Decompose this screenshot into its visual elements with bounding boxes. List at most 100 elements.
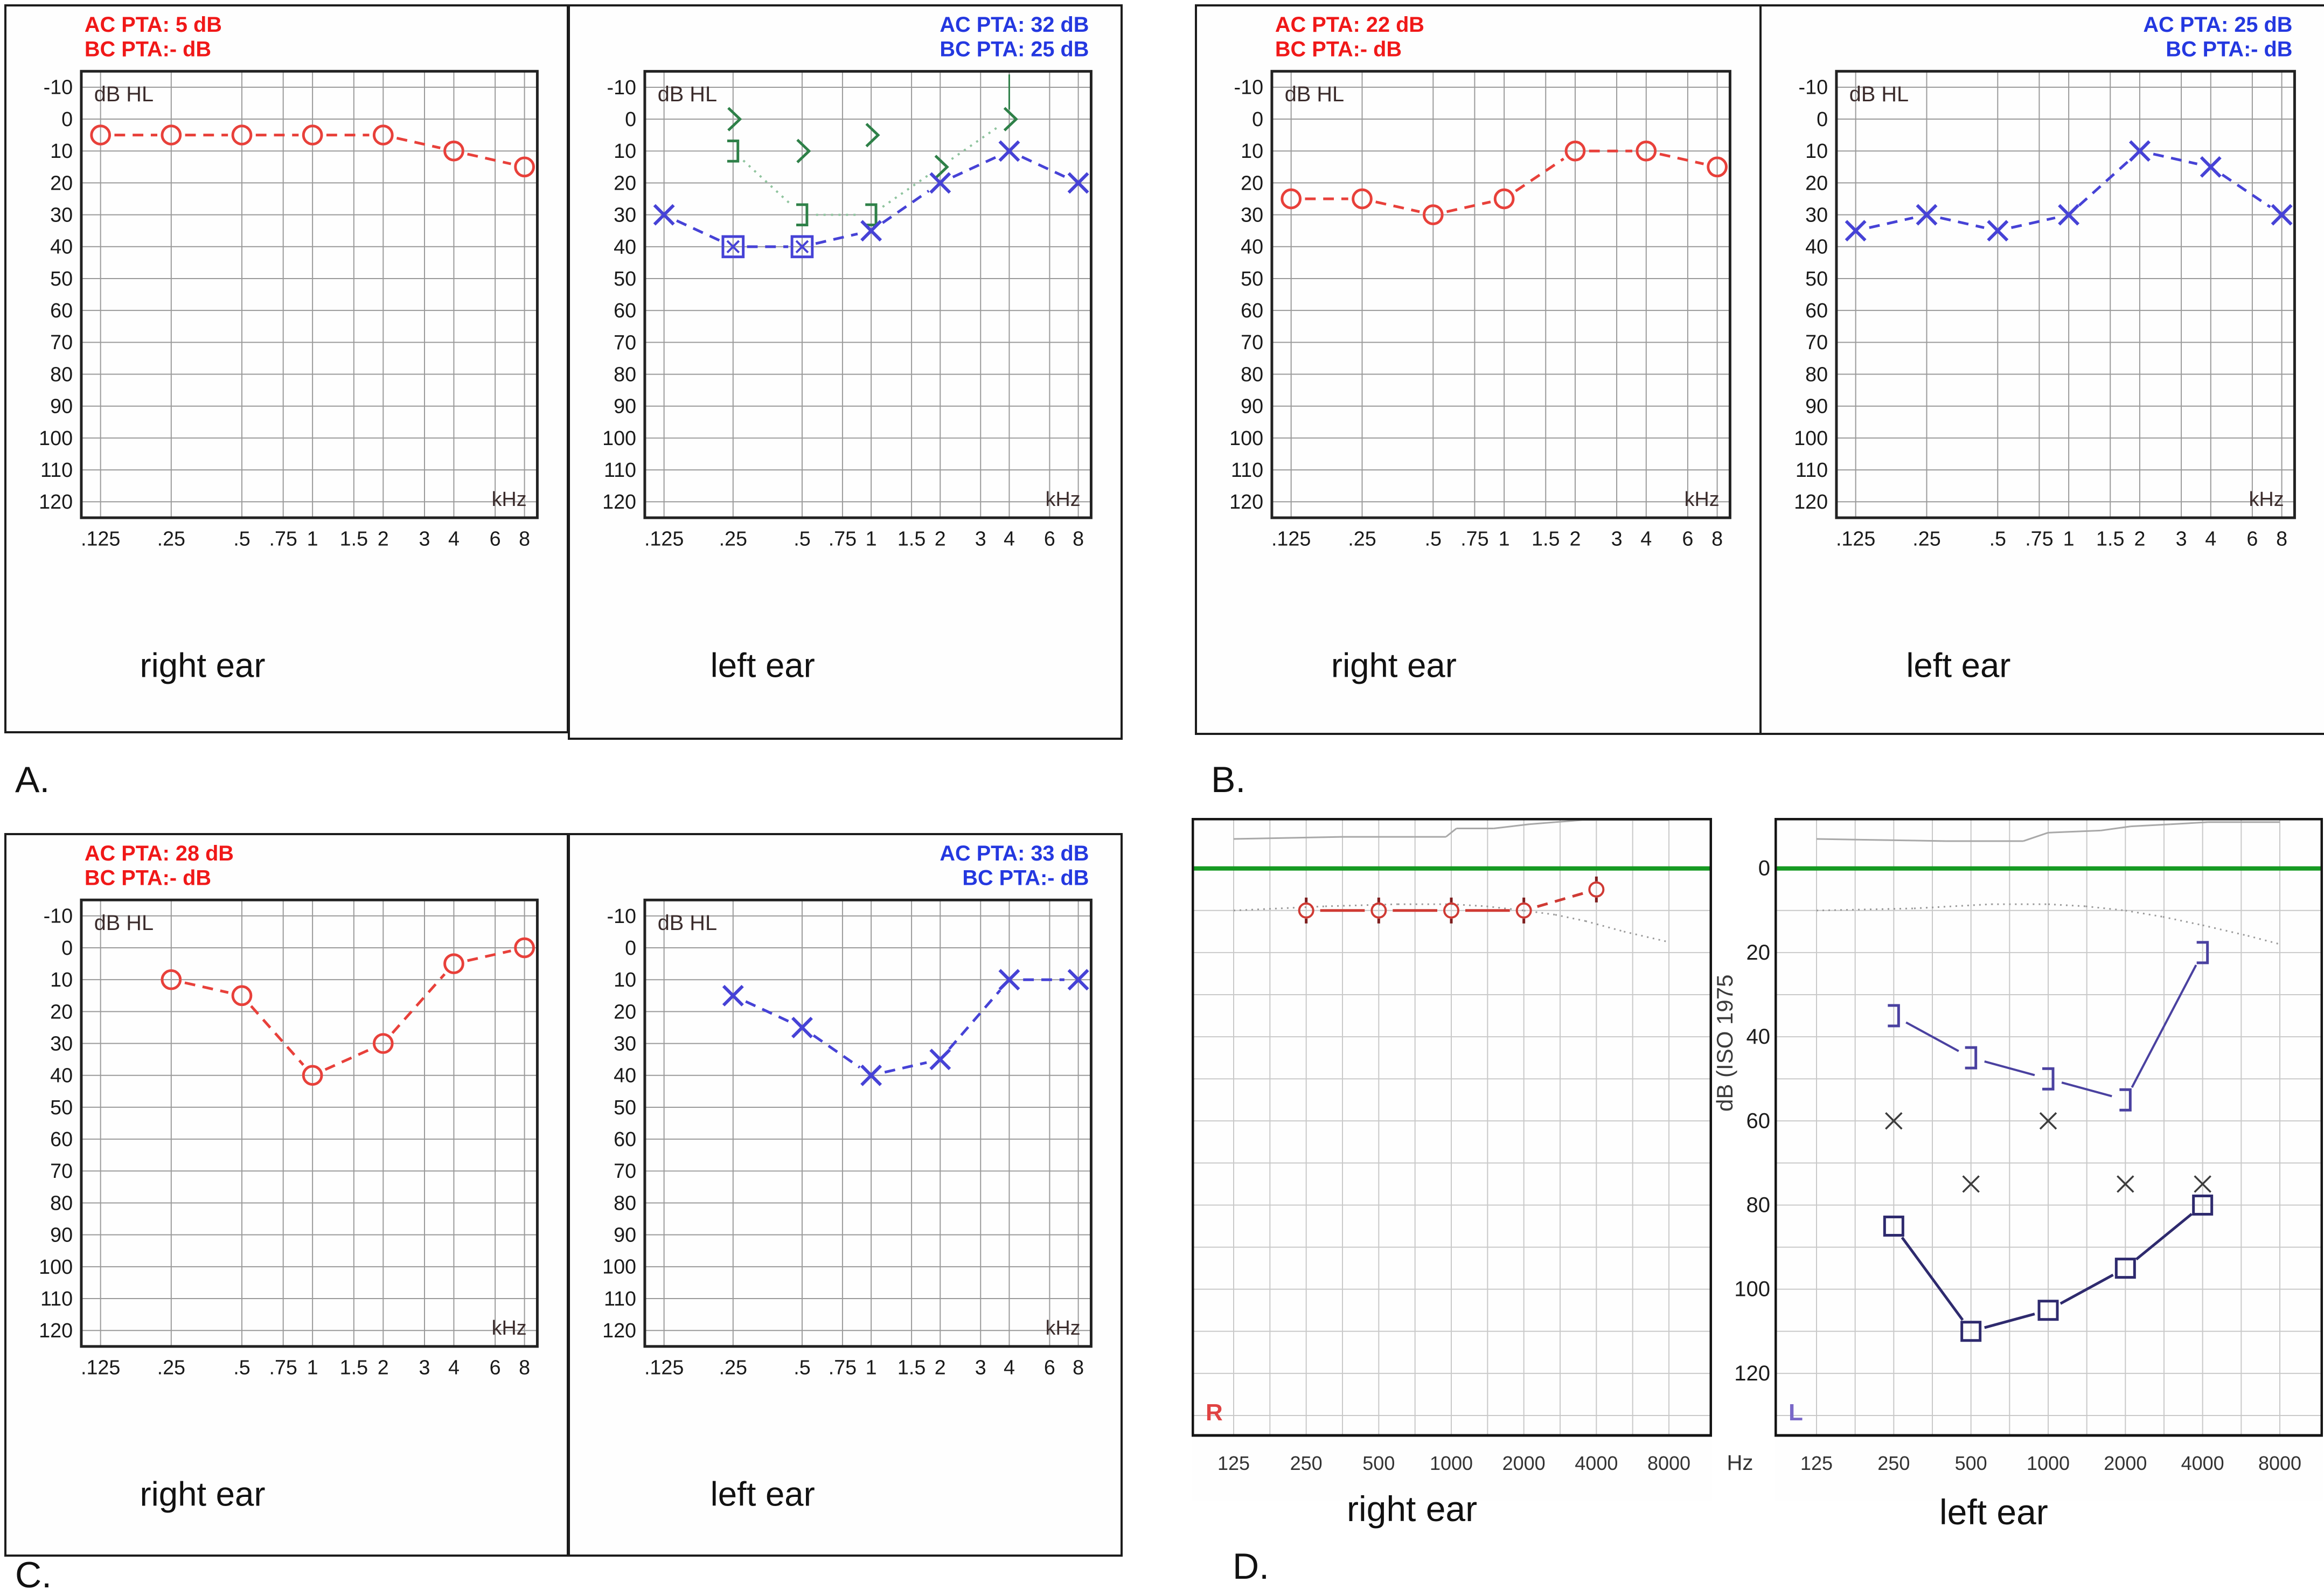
grid <box>1836 71 2295 518</box>
svg-text:.5: .5 <box>233 527 250 550</box>
svg-text:kHz: kHz <box>1046 488 1081 510</box>
svg-text:BC PTA:- dB: BC PTA:- dB <box>85 866 211 890</box>
svg-text:AC PTA: 33 dB: AC PTA: 33 dB <box>940 842 1089 865</box>
svg-text:40: 40 <box>50 235 73 258</box>
iso-db-axis: 0 20 40 60 80 100 120 dB (ISO 1975 Hz <box>1712 818 1775 1501</box>
svg-text:60: 60 <box>50 299 73 322</box>
svg-text:100: 100 <box>39 427 73 449</box>
svg-text:R: R <box>1206 1399 1223 1426</box>
svg-text:.75: .75 <box>829 1356 857 1378</box>
svg-text:80: 80 <box>1241 363 1263 385</box>
svg-text:50: 50 <box>1241 267 1263 290</box>
caption-d-right-ear: right ear <box>1347 1489 1478 1529</box>
svg-text:60: 60 <box>1747 1109 1771 1133</box>
audiogram-panel-b-right-ear: -10 0 10 20 30 40 50 60 70 80 90 100 110 120 .125 .25 .5… <box>1195 4 1762 735</box>
svg-text:BC PTA:- dB: BC PTA:- dB <box>1275 37 1402 61</box>
svg-text:-10: -10 <box>44 905 73 927</box>
svg-text:110: 110 <box>604 459 636 481</box>
audiogram-panel-d-right-ear: 125 250 500 1000 2000 4000 8000 R <box>1192 818 1712 1501</box>
svg-text:70: 70 <box>1241 331 1263 353</box>
svg-text:100: 100 <box>602 427 636 449</box>
svg-text:10: 10 <box>614 968 636 991</box>
svg-text:50: 50 <box>614 1096 636 1119</box>
grid <box>81 71 538 518</box>
ear-caption: right ear <box>140 647 266 685</box>
plot-border <box>80 70 539 519</box>
svg-text:left ear: left ear <box>1906 647 2010 685</box>
axis-labels: -10 0 10 20 30 40 50 60 70 80 90 100 110 120 .125 .25 .5… <box>39 905 530 1379</box>
svg-text:6: 6 <box>490 527 501 550</box>
svg-text:.125: .125 <box>644 527 684 550</box>
axis-labels: -10 0 10 20 30 40 50 60 70 80 90 100 110 120 .125 .25 .5… <box>602 76 1084 550</box>
svg-text:3: 3 <box>1611 527 1623 550</box>
corner-label: R <box>1206 1399 1223 1426</box>
svg-text:30: 30 <box>614 1032 636 1054</box>
svg-text:10: 10 <box>50 140 73 162</box>
svg-text:8: 8 <box>2276 527 2287 550</box>
grid <box>644 71 1091 518</box>
svg-text:3: 3 <box>975 527 986 550</box>
svg-text:kHz: kHz <box>1046 1316 1081 1339</box>
audiogram-chart-d-left: 125 250 500 1000 2000 4000 8000 L <box>1775 818 2323 1474</box>
svg-text:BC PTA: 25 dB: BC PTA: 25 dB <box>940 38 1089 61</box>
audiogram-panel-a-left-ear: -10 0 10 20 30 40 50 60 70 80 90 100 110 120 .125 .25 .5… <box>568 4 1123 740</box>
audiogram-chart-b-left: -10 0 10 20 30 40 50 60 70 80 90 100 110 120 .125 .25 .5… <box>1794 13 2296 685</box>
axis-labels: -10 0 10 20 30 40 50 60 70 80 90 100 110 120 .125 .25 .5… <box>39 76 530 550</box>
svg-text:8: 8 <box>519 527 530 550</box>
svg-text:1000: 1000 <box>1430 1452 1473 1474</box>
svg-text:70: 70 <box>1805 331 1828 353</box>
svg-text:6: 6 <box>2246 527 2258 550</box>
svg-text:1.5: 1.5 <box>2096 527 2124 550</box>
axis-labels: 125 250 500 1000 2000 4000 8000 <box>1800 1452 2301 1474</box>
svg-text:right ear: right ear <box>140 647 266 685</box>
svg-text:kHz: kHz <box>2249 488 2284 510</box>
svg-text:20: 20 <box>1241 171 1263 194</box>
svg-text:30: 30 <box>1241 203 1263 226</box>
svg-text:.25: .25 <box>719 1356 747 1378</box>
svg-text:.75: .75 <box>2025 527 2053 550</box>
svg-text:AC PTA: 32 dB: AC PTA: 32 dB <box>940 13 1089 37</box>
svg-text:40: 40 <box>50 1064 73 1087</box>
svg-text:.125: .125 <box>1271 527 1311 550</box>
svg-text:dB HL: dB HL <box>658 82 717 106</box>
svg-text:125: 125 <box>1217 1452 1250 1474</box>
svg-text:50: 50 <box>614 267 636 290</box>
svg-text:20: 20 <box>50 171 73 194</box>
svg-text:100: 100 <box>1229 427 1263 449</box>
series-bc-left-unmasked <box>727 107 880 163</box>
series-ac-right-unmasked <box>1281 140 1728 225</box>
svg-text:1.5: 1.5 <box>897 1356 926 1378</box>
svg-text:80: 80 <box>50 1191 73 1214</box>
svg-text:3: 3 <box>419 1356 430 1378</box>
svg-text:4: 4 <box>448 1356 460 1378</box>
audiogram-chart-c-left: -10 0 10 20 30 40 50 60 70 80 90 100 110 120 .125 .25 .5… <box>602 842 1093 1513</box>
svg-text:left ear: left ear <box>711 1475 815 1513</box>
svg-text:120: 120 <box>602 490 636 513</box>
ear-caption: left ear <box>711 647 815 685</box>
series-norm-curve-lower <box>1233 903 1669 943</box>
iso-db-axis-labels: 0 20 40 60 80 100 120 dB (ISO 1975 Hz <box>1712 857 1771 1475</box>
svg-text:0: 0 <box>1252 108 1263 130</box>
svg-text:90: 90 <box>50 1224 73 1246</box>
svg-text:120: 120 <box>602 1319 636 1342</box>
svg-text:4: 4 <box>1640 527 1652 550</box>
svg-text:110: 110 <box>40 1287 73 1310</box>
svg-text:-10: -10 <box>1234 76 1264 99</box>
series-bc-left-masked <box>1888 941 2209 1112</box>
svg-text:1: 1 <box>1499 527 1510 550</box>
svg-text:120: 120 <box>1734 1362 1770 1385</box>
ear-caption: left ear <box>1906 647 2010 685</box>
svg-text:120: 120 <box>1229 490 1263 513</box>
svg-text:10: 10 <box>614 140 636 162</box>
svg-text:20: 20 <box>1747 941 1771 964</box>
audiogram-chart-c-right: -10 0 10 20 30 40 50 60 70 80 90 100 110 120 .125 .25 .5… <box>39 842 539 1514</box>
audiogram-panel-a-right-ear: -10 0 10 20 30 40 50 60 70 80 90 100 110 120 .125 .25 .5… <box>4 4 569 733</box>
svg-text:20: 20 <box>50 1000 73 1023</box>
svg-text:4: 4 <box>2205 527 2216 550</box>
svg-text:dB HL: dB HL <box>94 911 154 935</box>
axis-labels: 125 250 500 1000 2000 4000 8000 <box>1217 1452 1690 1474</box>
svg-text:70: 70 <box>614 1160 636 1182</box>
